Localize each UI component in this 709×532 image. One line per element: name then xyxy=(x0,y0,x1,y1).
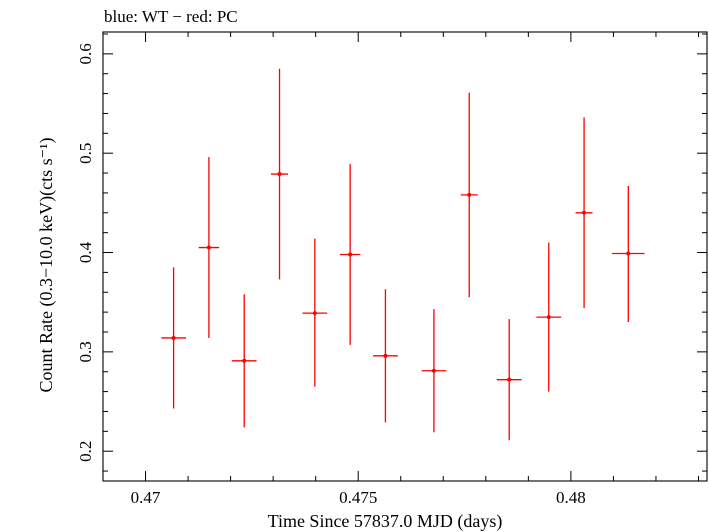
data-point xyxy=(421,309,447,433)
x-axis-label: Time Since 57837.0 MJD (days) xyxy=(268,511,503,532)
x-tick-label: 0.47 xyxy=(131,488,161,507)
x-tick-label: 0.48 xyxy=(556,488,586,507)
data-point xyxy=(373,289,398,423)
data-point xyxy=(198,157,220,338)
data-point xyxy=(271,68,289,280)
y-tick-label: 0.5 xyxy=(76,143,95,164)
data-marker xyxy=(507,377,512,382)
x-tick-label: 0.475 xyxy=(339,488,377,507)
data-layer xyxy=(161,68,645,441)
y-tick-label: 0.3 xyxy=(76,341,95,362)
data-marker xyxy=(206,245,211,250)
data-point xyxy=(612,185,645,323)
plot-frame xyxy=(102,31,708,482)
data-marker xyxy=(431,368,436,373)
y-tick-label: 0.6 xyxy=(76,43,95,64)
data-marker xyxy=(582,210,587,215)
data-point xyxy=(231,294,257,428)
data-marker xyxy=(546,315,551,320)
data-marker xyxy=(171,335,176,340)
data-marker xyxy=(242,358,247,363)
y-tick-label: 0.2 xyxy=(76,441,95,462)
data-marker xyxy=(312,311,317,316)
data-point xyxy=(496,319,522,441)
data-point xyxy=(339,164,361,345)
y-axis-label: Count Rate (0.3−10.0 keV)(cts s⁻¹) xyxy=(36,137,57,392)
data-point xyxy=(161,267,186,409)
data-marker xyxy=(277,172,282,177)
data-marker xyxy=(467,192,472,197)
data-point xyxy=(575,117,593,309)
data-marker xyxy=(348,252,353,257)
data-marker xyxy=(383,353,388,358)
data-point xyxy=(302,238,328,387)
data-point xyxy=(460,92,478,298)
data-marker xyxy=(626,251,631,256)
axes-layer: 0.47 0.475 0.48 0.2 0.3 0.4 0.5 0.6 xyxy=(76,32,707,507)
data-point xyxy=(536,242,562,392)
y-tick-label: 0.4 xyxy=(76,241,95,263)
chart-title: blue: WT − red: PC xyxy=(104,7,238,26)
